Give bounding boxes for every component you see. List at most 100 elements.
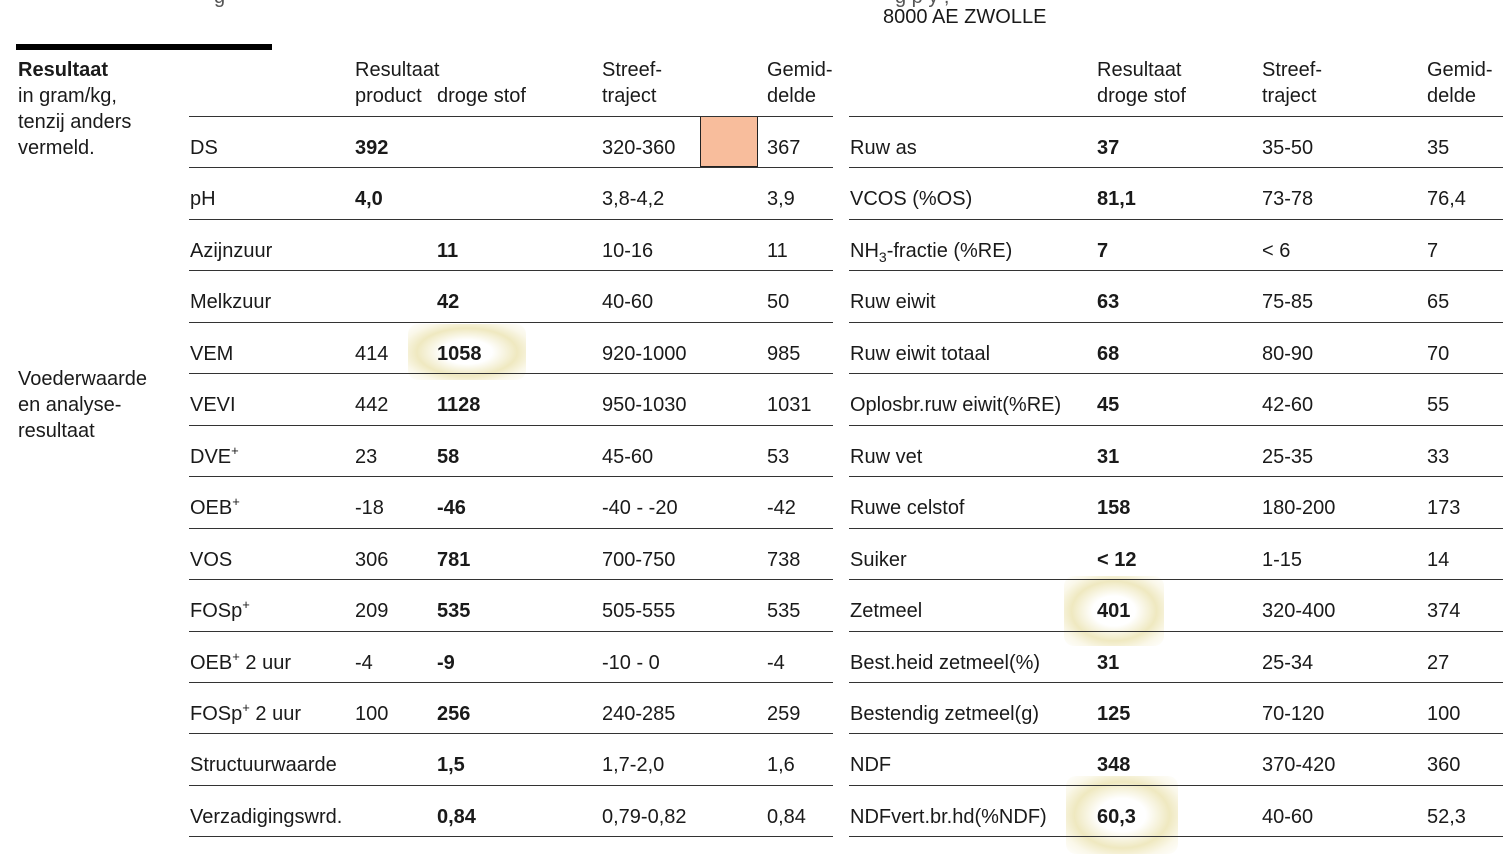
right-row-label-text: Oplosbr.ruw eiwit(%RE) (850, 394, 1062, 416)
left-row-label: OEB+ 2 uur (190, 649, 291, 677)
right-row-label: Ruw as (850, 136, 917, 160)
highlight-mark (1066, 776, 1178, 854)
left-row-label-text: Melkzuur (190, 291, 272, 313)
left-row-target-range: 0,79-0,82 (602, 806, 687, 828)
right-row-value: < 12 (1097, 549, 1137, 571)
right-row-label-text: NDFvert.br.hd(%NDF) (850, 806, 1047, 828)
left-row-label: DS (190, 136, 218, 160)
left-row-label-superscript: + (232, 649, 240, 664)
right-row-label-subscript: 3 (878, 249, 887, 265)
left-row-product-value: 442 (355, 394, 389, 416)
right-row-label-text: Ruwe celstof (850, 497, 965, 519)
left-row-drymatter-value: 58 (437, 446, 460, 468)
right-row-target-range: 25-35 (1262, 446, 1314, 468)
left-row-target-range: -40 - -20 (602, 497, 678, 519)
row-divider (189, 528, 833, 529)
left-row-drymatter-value: 11 (437, 240, 459, 262)
left-row-product-value: 100 (355, 703, 389, 725)
row-divider (189, 836, 833, 837)
right-row-label: Best.heid zetmeel(%) (850, 651, 1040, 675)
left-row-label: FOSp+ 2 uur (190, 700, 301, 728)
right-row-label: Ruwe celstof (850, 496, 965, 520)
header-target-1: Streef- (602, 59, 663, 81)
left-row-average: 367 (767, 137, 801, 159)
right-row-label: VCOS (%OS) (850, 187, 972, 211)
right-row-average: 76,4 (1427, 188, 1466, 210)
left-row-label-text: OEB (190, 497, 233, 519)
left-row-drymatter-value: 256 (437, 703, 471, 725)
left-row-average: 738 (767, 549, 801, 571)
right-row-label-text: NH (850, 240, 879, 262)
right-row-label: Suiker (850, 548, 907, 572)
row-divider (849, 270, 1503, 271)
header-result: Resultaat (355, 59, 440, 81)
left-row-drymatter-value: 0,84 (437, 806, 476, 828)
left-row-label-superscript: + (242, 700, 250, 715)
right-row-label: NH3-fractie (%RE) (850, 239, 1013, 265)
row-divider (189, 579, 833, 580)
right-row-label-text: Suiker (850, 549, 907, 571)
row-divider (849, 631, 1503, 632)
right-row-value: 63 (1097, 291, 1120, 313)
right-row-label-suffix: -fractie (%RE) (886, 240, 1013, 262)
right-row-average: 65 (1427, 291, 1450, 313)
left-row-product-value: 209 (355, 600, 389, 622)
right-row-average: 360 (1427, 754, 1461, 776)
left-row-target-range: 950-1030 (602, 394, 687, 416)
right-row-average: 14 (1427, 549, 1450, 571)
row-divider (849, 579, 1503, 580)
right-row-average: 33 (1427, 446, 1450, 468)
left-row-target-range: 10-16 (602, 240, 654, 262)
header-target-right-1: Streef- (1262, 59, 1323, 81)
row-divider (849, 116, 1503, 117)
right-row-target-range: 40-60 (1262, 806, 1314, 828)
row-divider (189, 785, 833, 786)
left-row-label: VEM (190, 342, 233, 366)
left-row-drymatter-value: 535 (437, 600, 471, 622)
right-row-label-text: Ruw as (850, 137, 917, 159)
left-row-label-suffix: 2 uur (239, 652, 291, 674)
left-row-label-superscript: + (242, 597, 250, 612)
section-label-line: Voederwaarde (18, 368, 147, 390)
right-row-label-text: Zetmeel (850, 600, 923, 622)
row-divider (189, 373, 833, 374)
right-row-label-text: NDF (850, 754, 892, 776)
right-row-target-range: 80-90 (1262, 343, 1314, 365)
row-divider (189, 682, 833, 683)
left-row-average: 1031 (767, 394, 812, 416)
right-row-value: 31 (1097, 652, 1120, 674)
right-row-label-text: Best.heid zetmeel(%) (850, 652, 1041, 674)
left-row-label: Melkzuur (190, 290, 271, 314)
right-row-value: 125 (1097, 703, 1131, 725)
left-row-drymatter-value: -46 (437, 497, 466, 519)
right-row-value: 348 (1097, 754, 1131, 776)
right-row-average: 35 (1427, 137, 1450, 159)
row-divider (189, 425, 833, 426)
right-row-average: 173 (1427, 497, 1461, 519)
left-row-target-range: 700-750 (602, 549, 676, 571)
right-row-label: Zetmeel (850, 599, 922, 623)
left-row-average: 3,9 (767, 188, 795, 210)
left-row-target-range: 3,8-4,2 (602, 188, 665, 210)
header-average-1: Gemid- (767, 59, 833, 81)
header-result-right-2: droge stof (1097, 85, 1186, 107)
right-row-target-range: 320-400 (1262, 600, 1336, 622)
row-divider (849, 836, 1503, 837)
header-product: product (355, 85, 422, 107)
right-row-value: 31 (1097, 446, 1120, 468)
left-row-target-range: 320-360 (602, 137, 676, 159)
header-average-right-2: delde (1427, 85, 1476, 107)
row-divider (849, 476, 1503, 477)
right-row-average: 70 (1427, 343, 1450, 365)
highlight-mark (1064, 576, 1164, 646)
right-row-target-range: 73-78 (1262, 188, 1314, 210)
right-row-target-range: 370-420 (1262, 754, 1336, 776)
left-row-label-text: FOSp (190, 703, 243, 725)
left-row-average: 50 (767, 291, 790, 313)
left-row-product-value: 306 (355, 549, 389, 571)
left-row-drymatter-value: 42 (437, 291, 460, 313)
left-row-label-text: Verzadigingswrd. (190, 806, 343, 828)
left-row-average: 0,84 (767, 806, 806, 828)
left-row-drymatter-value: 1058 (437, 343, 482, 365)
left-row-label: pH (190, 187, 216, 211)
